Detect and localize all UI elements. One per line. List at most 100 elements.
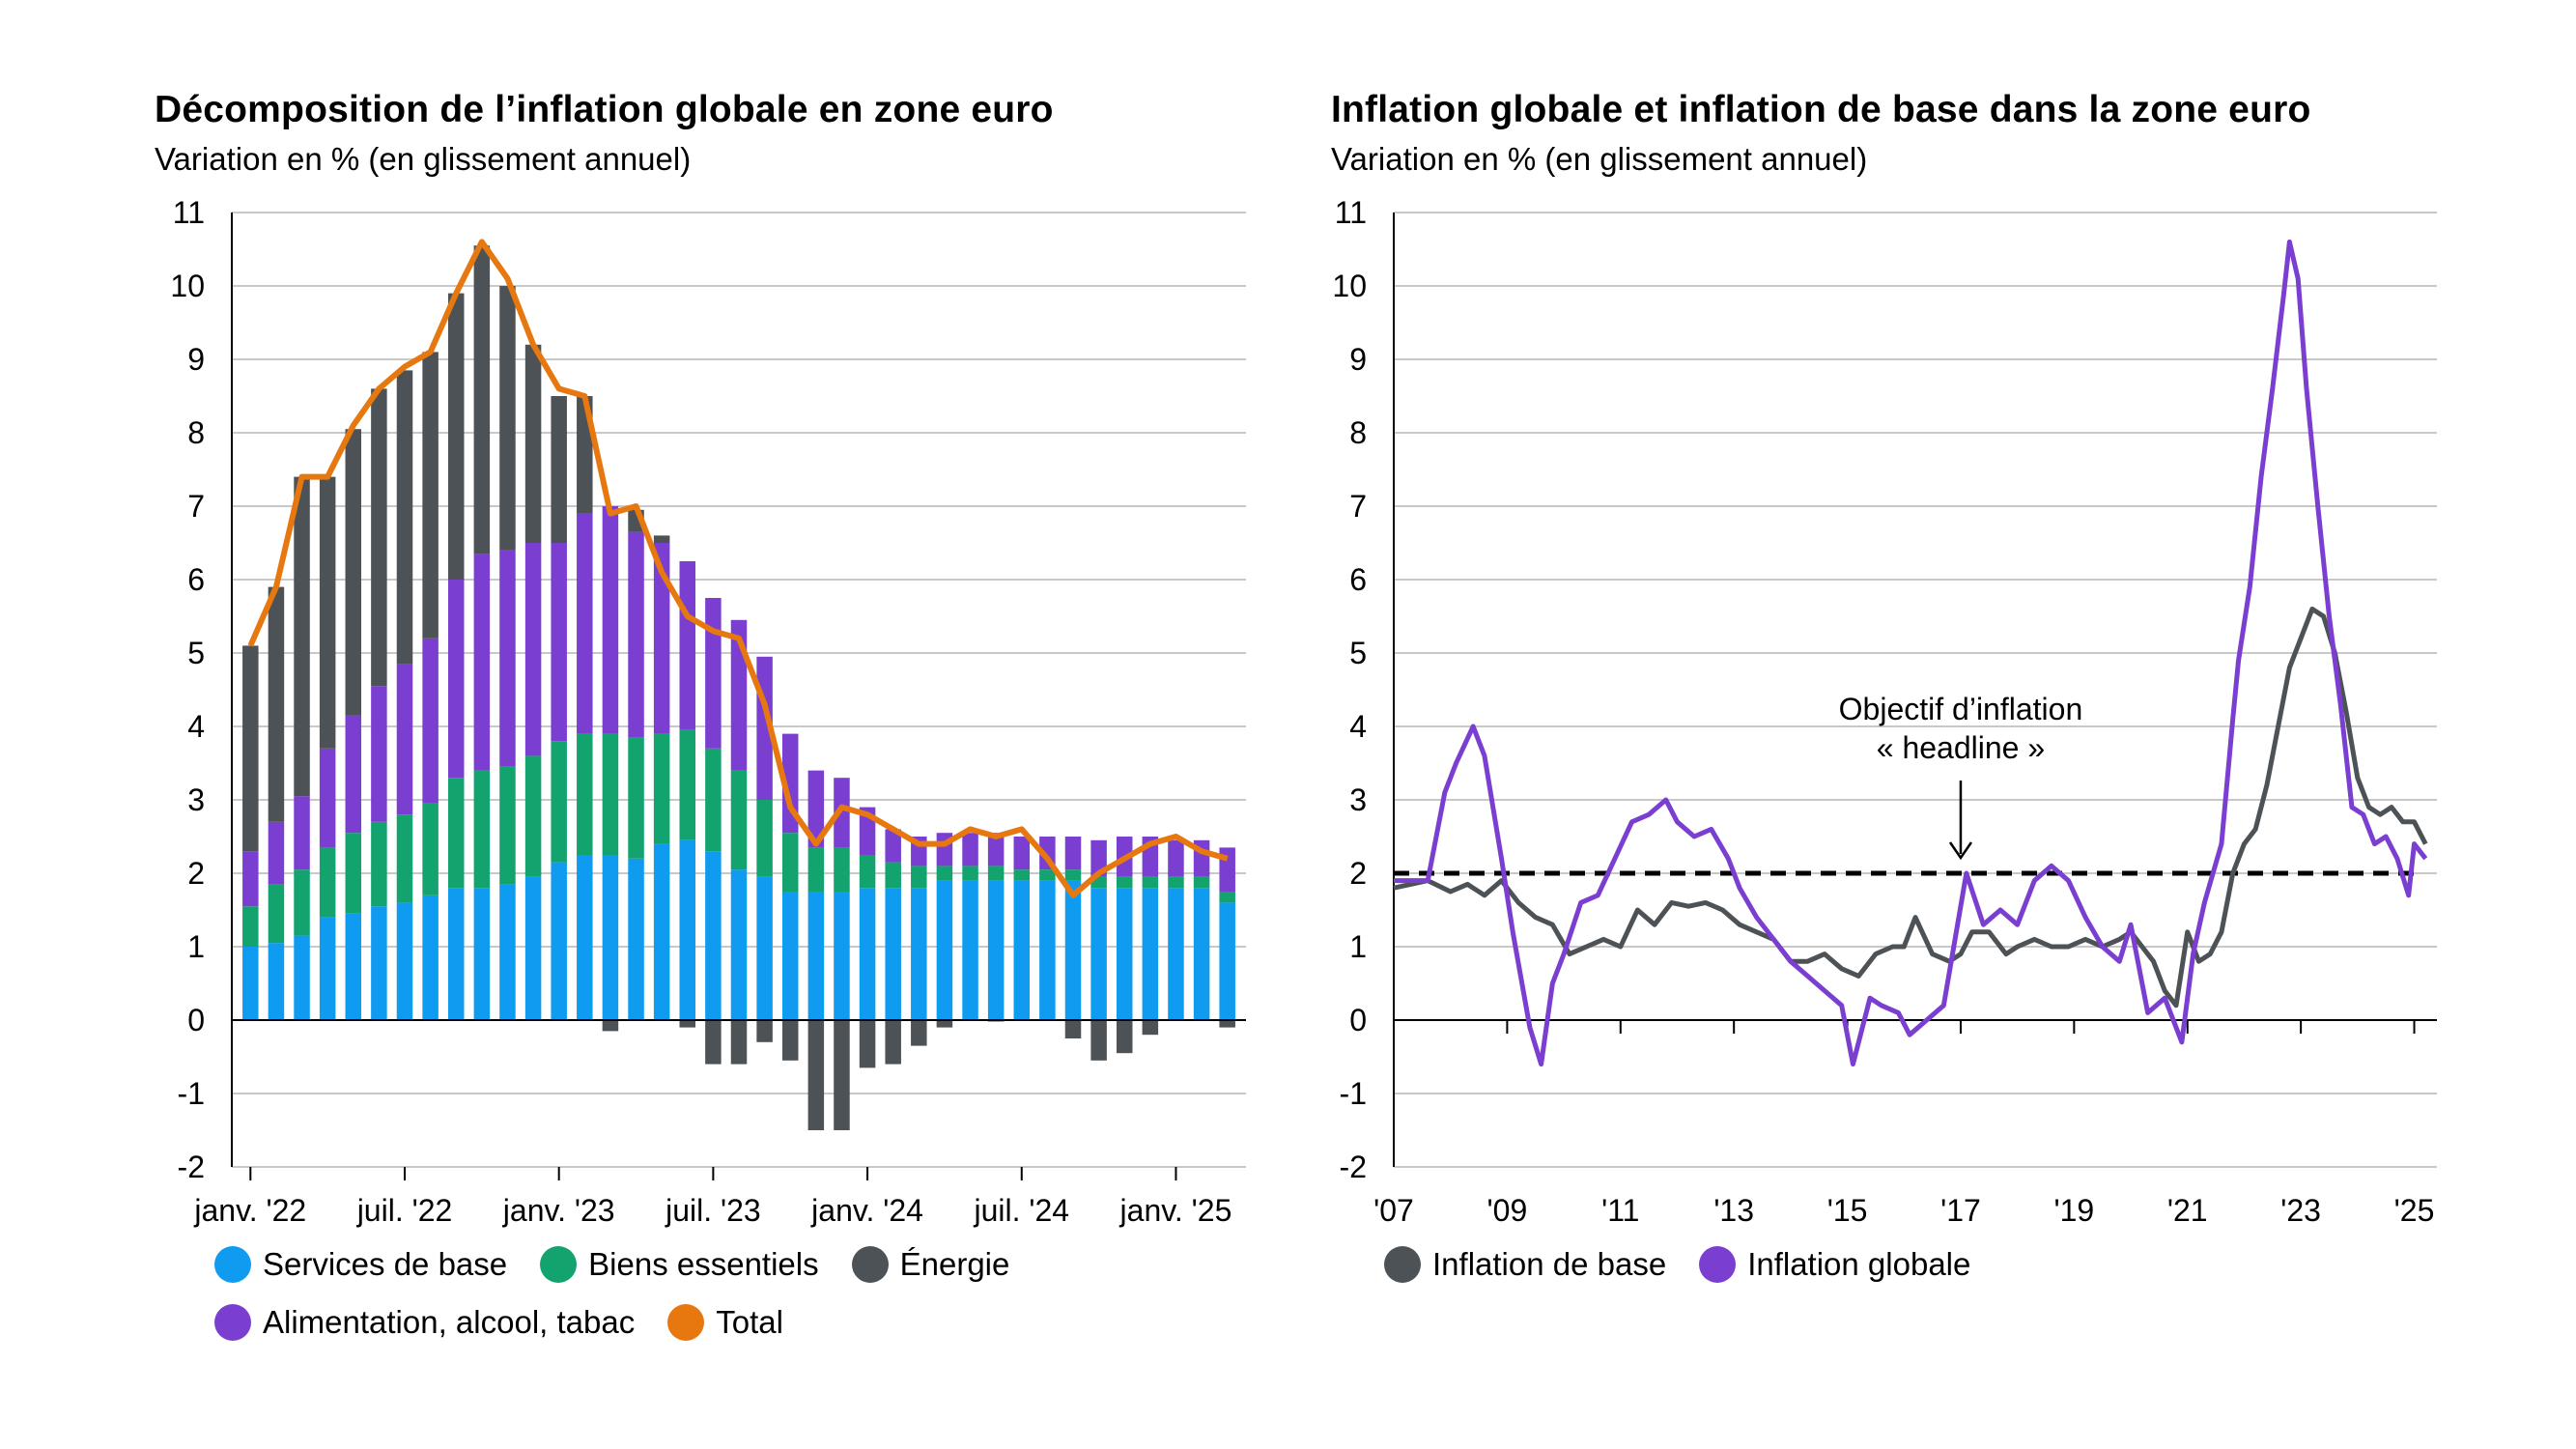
y-tick-label: 1 [187,929,205,964]
bar-segment [371,821,387,907]
y-tick-label: 8 [187,415,205,450]
bar-segment [1219,902,1235,1020]
bar-segment [371,388,387,687]
bar-segment [628,858,644,1020]
bar-segment [319,476,336,749]
bar-segment [577,855,593,1020]
left-chart-subtitle: Variation en % (en glissement annuel) [155,141,692,177]
bar-segment [396,814,413,903]
bar-segment [987,833,1005,867]
bar-segment [936,880,953,1020]
right-line-chart: -2 -1 0 1 2 3 4 5 6 7 8 9 10 11 '07 '09 '11 '13 '15 '17 '19 '… [1332,195,2437,1228]
bar-segment [1013,837,1031,870]
bar-segment [781,1020,799,1061]
legend-item-base: Inflation de base [1384,1246,1666,1283]
bar-segment [551,396,567,543]
y-tick-label: 11 [173,195,205,230]
legend-label-globale: Inflation globale [1747,1246,1971,1282]
bar-segment [653,535,670,543]
y-tick-label: 11 [1335,195,1367,230]
y-tick-label: 5 [1349,636,1367,670]
bar-segment [447,293,465,580]
y-tick-label: 2 [1349,856,1367,891]
bar-segment [396,664,413,815]
x-tick-label: '23 [2280,1193,2321,1228]
y-tick-label: 0 [187,1003,205,1037]
bar-segment [1193,888,1210,1020]
bar-segment [499,766,516,885]
bar-segment [911,888,927,1020]
bar-segment [705,748,722,852]
bar-segment [936,866,953,881]
bar-segment [524,876,542,1020]
bar-segment [1168,839,1184,877]
left-chart-panel: Décomposition de l’inflation globale en … [155,89,1246,1341]
series-line [1393,606,2428,1009]
bar-segment [705,1020,722,1065]
x-tick-label: janv. '23 [502,1193,615,1228]
x-tick-label: '13 [1713,1193,1754,1228]
x-tick-label: '15 [1827,1193,1868,1228]
bar-segment [268,821,285,885]
bar-segment [242,645,259,852]
bar-segment [1090,1020,1107,1061]
bar-segment [1064,837,1082,870]
bar-segment [551,862,567,1020]
bar-segment [1219,1020,1235,1028]
right-chart-panel: Inflation globale et inflation de base d… [1288,0,2575,1449]
bar-segment [653,843,670,1020]
bar-segment [499,884,516,1020]
left-stacked-bar-chart: -2 -1 0 1 2 3 4 5 6 7 8 9 10 11 janv. '22 juil. '22 janv… [170,195,1246,1228]
left-legend-row-1: Services de base Biens essentiels Énergi… [214,1246,1042,1283]
bar-segment [885,829,901,863]
bar-segment [447,888,465,1020]
bar-segment [1090,888,1107,1020]
bar-segment [834,892,850,1020]
x-tick-label: '21 [2167,1193,2208,1228]
right-chart-subtitle: Variation en % (en glissement annuel) [1331,141,1868,177]
bar-segment [499,286,516,551]
bar-segment [422,803,439,895]
bar-segment [319,917,336,1020]
bar-segment [1142,888,1159,1020]
annotation-arrow-head-icon [1948,841,1972,861]
bar-segment [602,855,619,1020]
bar-segment [473,888,491,1020]
x-tick-label: '07 [1373,1193,1414,1228]
bar-segment [1168,876,1184,889]
bar-segment [345,913,362,1020]
bar-segment [447,778,465,889]
bar-segment [577,733,593,855]
bar-segment [1219,892,1235,903]
y-tick-label: -2 [1340,1150,1367,1184]
legend-item-services: Services de base [214,1246,507,1283]
bar-segment [885,888,901,1020]
y-tick-label: 9 [187,342,205,377]
bar-segment [1116,876,1133,889]
x-tick-label: '09 [1487,1193,1528,1228]
bar-segment [447,580,465,779]
bar-segment [1116,888,1133,1020]
bar-segment [294,796,310,870]
bar-segment [885,1020,901,1065]
bar-segment [859,1020,876,1068]
total-swatch-icon [667,1304,705,1341]
bar-segment [524,344,542,543]
bar-segment [294,869,310,936]
legend-item-alimentation: Alimentation, alcool, tabac [214,1304,635,1341]
base-swatch-icon [1384,1246,1421,1283]
bar-segment [679,561,696,730]
bar-segment [396,902,413,1020]
bar-segment [730,1020,748,1065]
y-tick-label: 8 [1349,415,1367,450]
bar-segment [756,876,773,1020]
bar-segment [987,866,1005,881]
bar-segment [1013,869,1031,881]
bar-segment [1013,880,1031,1020]
bar-segment [524,543,542,756]
bar-segment [679,729,696,840]
bar-segment [473,554,491,771]
right-legend-row: Inflation de base Inflation globale [1384,1246,2003,1283]
legend-item-energie: Énergie [851,1246,1009,1283]
bar-segment [242,906,259,947]
